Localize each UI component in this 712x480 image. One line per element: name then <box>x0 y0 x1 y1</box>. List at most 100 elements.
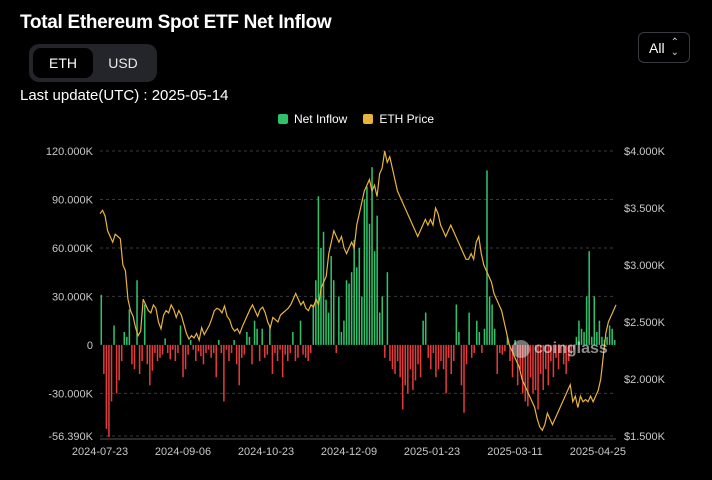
bar-154 <box>493 328 496 345</box>
bar-165 <box>522 344 524 394</box>
bar-82 <box>309 344 312 353</box>
bar-72 <box>284 344 286 355</box>
bar-132 <box>437 344 440 370</box>
legend-item-eth-price[interactable]: ETH Price <box>363 112 434 126</box>
bar-191 <box>588 251 590 345</box>
bar-104 <box>366 186 368 345</box>
x-tick-4: 2025-01-23 <box>404 446 460 458</box>
bar-159 <box>506 336 509 345</box>
bar-13 <box>133 344 136 370</box>
bar-46 <box>218 340 220 345</box>
coinglass-watermark: coinglass <box>512 340 608 358</box>
bar-92 <box>335 344 338 353</box>
x-tick-0: 2024-07-23 <box>72 446 128 458</box>
bar-95 <box>343 320 345 345</box>
bar-128 <box>427 344 430 358</box>
bar-172 <box>539 344 542 374</box>
y-left-tick-5: -30.000K <box>48 388 93 400</box>
bar-94 <box>340 331 343 345</box>
bar-149 <box>481 344 483 353</box>
bar-41 <box>205 344 207 353</box>
eth-price-line <box>99 150 617 432</box>
unit-toggle: ETH USD <box>29 44 157 82</box>
bar-69 <box>276 344 279 362</box>
x-tick-2: 2024-10-23 <box>238 446 294 458</box>
bar-85 <box>317 196 320 345</box>
y-right-tick-5: $1.500K <box>624 431 666 443</box>
bar-121 <box>409 344 412 370</box>
bar-151 <box>486 170 488 345</box>
bar-110 <box>381 296 384 345</box>
bar-168 <box>529 344 532 378</box>
bar-135 <box>445 344 447 394</box>
bar-127 <box>424 312 427 345</box>
bar-164 <box>519 344 521 370</box>
legend-item-net-inflow[interactable]: Net Inflow <box>277 112 347 126</box>
bar-157 <box>501 344 504 355</box>
bar-15 <box>138 344 141 374</box>
bar-178 <box>555 344 557 358</box>
bar-99 <box>353 239 355 345</box>
bar-19 <box>149 344 151 386</box>
bar-188 <box>580 328 583 345</box>
bar-40 <box>202 344 205 365</box>
bar-161 <box>511 344 514 378</box>
bar-109 <box>378 312 381 345</box>
bar-122 <box>412 344 414 391</box>
bar-2 <box>105 344 108 429</box>
bar-34 <box>187 344 189 355</box>
bar-170 <box>534 344 537 391</box>
range-select[interactable]: All ⌃ ⌄ <box>638 32 690 63</box>
bar-173 <box>542 344 544 391</box>
bar-6 <box>115 344 118 394</box>
bar-49 <box>225 344 228 350</box>
bar-48 <box>223 344 225 402</box>
y-right-tick-1: $3.500K <box>624 203 666 215</box>
unit-eth-button[interactable]: ETH <box>33 48 93 78</box>
bar-8 <box>120 344 123 362</box>
bar-130 <box>432 344 435 353</box>
bar-11 <box>128 309 131 345</box>
bar-113 <box>389 344 391 362</box>
bar-79 <box>302 344 304 355</box>
bar-119 <box>404 344 407 386</box>
bar-89 <box>327 312 330 345</box>
bar-61 <box>256 328 258 345</box>
bar-111 <box>384 344 386 358</box>
bar-14 <box>136 280 138 345</box>
bar-80 <box>304 344 307 358</box>
bar-78 <box>299 320 302 345</box>
bar-123 <box>414 344 417 381</box>
bar-30 <box>177 344 179 353</box>
bar-16 <box>141 344 143 362</box>
bar-35 <box>189 340 192 345</box>
y-right-tick-3: $2.500K <box>624 317 666 329</box>
bar-56 <box>243 344 246 355</box>
bar-190 <box>585 296 588 345</box>
bar-106 <box>371 167 373 345</box>
bar-102 <box>361 296 363 345</box>
bar-186 <box>575 336 578 345</box>
bar-145 <box>470 344 473 358</box>
y-right-tick-4: $2.000K <box>624 374 666 386</box>
bar-81 <box>307 344 309 362</box>
unit-usd-button[interactable]: USD <box>108 55 138 71</box>
bar-147 <box>476 320 478 345</box>
bar-17 <box>143 304 146 345</box>
bar-100 <box>355 267 358 345</box>
bar-43 <box>210 344 212 358</box>
bar-32 <box>182 344 184 378</box>
bar-77 <box>297 344 299 358</box>
bar-116 <box>396 344 399 362</box>
y-left-tick-4: 0 <box>87 340 93 352</box>
last-update-text: Last update(UTC) : 2025-05-14 <box>20 87 229 104</box>
bar-91 <box>332 280 335 345</box>
bar-71 <box>281 344 284 378</box>
bar-45 <box>215 344 217 378</box>
bar-31 <box>179 325 182 345</box>
bar-156 <box>499 344 501 353</box>
bar-67 <box>271 344 274 374</box>
bar-59 <box>251 344 253 365</box>
bar-5 <box>113 325 115 345</box>
bar-86 <box>320 247 322 345</box>
